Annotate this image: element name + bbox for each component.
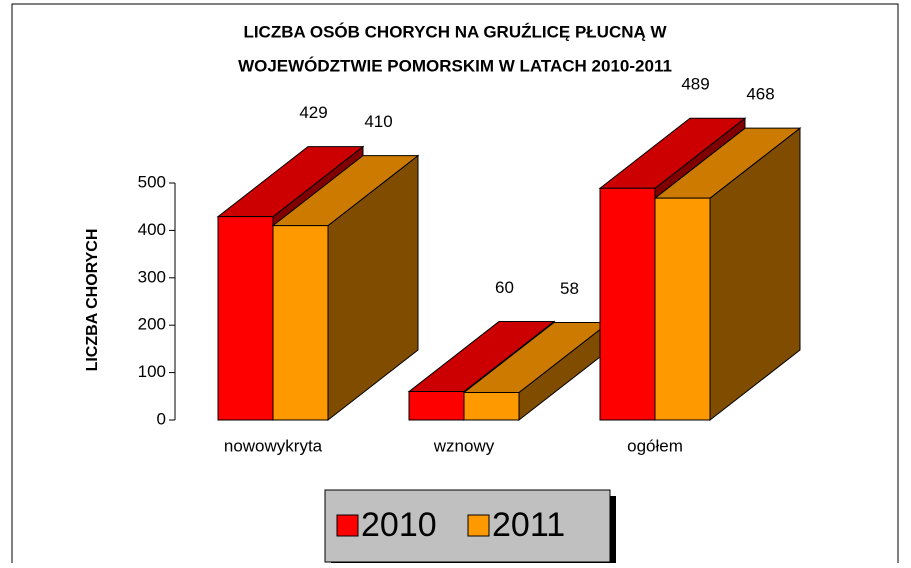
chart-title: LICZBA OSÓB CHORYCH NA GRUŹLICĘ PŁUCNĄ W — [243, 22, 667, 41]
y-tick-label: 200 — [138, 315, 166, 334]
x-tick-label: nowowykryta — [224, 436, 323, 455]
legend-swatch — [467, 514, 490, 537]
legend-swatch — [336, 514, 359, 537]
legend-label: 2010 — [361, 506, 437, 544]
bar-front — [463, 392, 520, 421]
bar-front — [217, 216, 274, 421]
value-label: 468 — [746, 85, 774, 104]
y-tick-label: 500 — [138, 172, 166, 191]
bar — [462, 321, 611, 422]
y-tick-label: 300 — [138, 267, 166, 286]
y-tick-label: 0 — [157, 409, 166, 428]
bar-front — [599, 187, 656, 421]
y-tick-label: 400 — [138, 220, 166, 239]
x-tick-label: ogółem — [627, 436, 683, 455]
bar-front — [408, 391, 465, 421]
value-label: 410 — [364, 112, 392, 131]
value-label: 58 — [560, 279, 579, 298]
value-label: 429 — [299, 103, 327, 122]
bar-front — [654, 197, 711, 421]
y-axis-label: LICZBA CHORYCH — [84, 229, 101, 372]
bar — [653, 127, 802, 422]
chart-title: WOJEWÓDZTWIE POMORSKIM W LATACH 2010-201… — [238, 56, 672, 75]
x-tick-label: wznowy — [433, 436, 495, 455]
bar-front — [272, 225, 329, 421]
y-tick-label: 100 — [138, 362, 166, 381]
value-label: 60 — [495, 278, 514, 297]
legend-label: 2011 — [492, 506, 565, 544]
bar — [271, 154, 420, 422]
value-label: 489 — [681, 75, 709, 94]
